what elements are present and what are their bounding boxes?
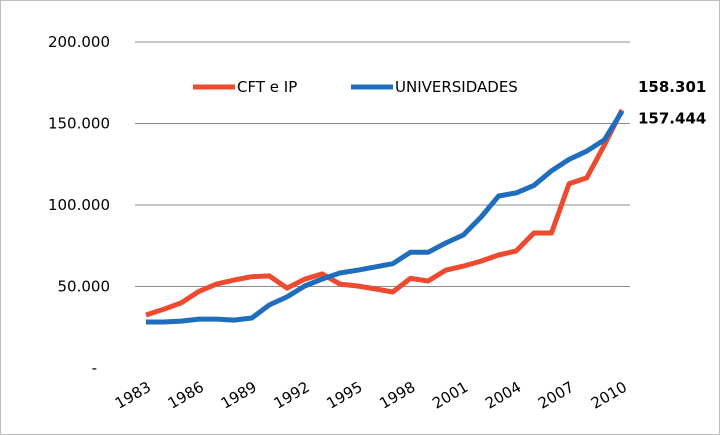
y-tick-label: 150.000 <box>48 115 110 133</box>
grid <box>135 41 630 287</box>
y-tick-label: 100.000 <box>48 196 110 214</box>
series-line <box>145 108 625 318</box>
legend-label: UNIVERSIDADES <box>395 78 518 96</box>
value-label: 157.444 <box>638 109 706 127</box>
y-tick-label: 200.000 <box>48 33 110 51</box>
lines <box>145 108 625 325</box>
legend-label: CFT e IP <box>237 78 297 96</box>
series-line <box>146 110 625 325</box>
value-label: 158.301 <box>638 78 706 96</box>
y-tick-label: 50.000 <box>58 278 111 296</box>
y-tick-label: - <box>92 359 97 377</box>
